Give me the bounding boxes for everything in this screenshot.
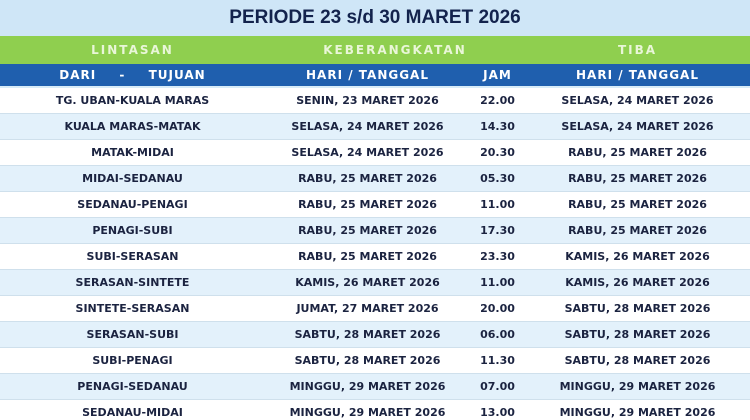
cell: RABU, 25 MARET 2026 (265, 243, 470, 270)
cell: SUBI-PENAGI (0, 347, 265, 374)
cell: SABTU, 28 MARET 2026 (265, 321, 470, 348)
cell: RABU, 25 MARET 2026 (525, 165, 750, 192)
cell: 14.30 (470, 113, 525, 140)
cell: PENAGI-SUBI (0, 217, 265, 244)
cell: SEDANAU-PENAGI (0, 191, 265, 218)
schedule-row: SERASAN-SINTETE KAMIS, 26 MARET 2026 11.00… (0, 269, 750, 296)
cell: SABTU, 28 MARET 2026 (265, 347, 470, 374)
schedule-row: SUBI-PENAGI SABTU, 28 MARET 2026 11.30 SABT… (0, 347, 750, 374)
cell: SELASA, 24 MARET 2026 (525, 87, 750, 114)
schedule-row: TG. UBAN-KUALA MARAS SENIN, 23 MARET 2026… (0, 87, 750, 114)
cell: 23.30 (470, 243, 525, 270)
group-label: LINTASAN (0, 36, 265, 64)
cell: 20.30 (470, 139, 525, 166)
cell: SELASA, 24 MARET 2026 (265, 139, 470, 166)
schedule-row: SEDANAU-PENAGI RABU, 25 MARET 2026 11.00 RA… (0, 191, 750, 218)
cell: SELASA, 24 MARET 2026 (525, 113, 750, 140)
table-body: LINTASAN KEBERANGKATAN TIBA DARI - TUJUA… (0, 36, 750, 420)
cell: 11.00 (470, 191, 525, 218)
cell: SUBI-SERASAN (0, 243, 265, 270)
cell: MINGGU, 29 MARET 2026 (265, 373, 470, 400)
cell: MINGGU, 29 MARET 2026 (525, 399, 750, 420)
cell: 13.00 (470, 399, 525, 420)
cell: MATAK-MIDAI (0, 139, 265, 166)
cell: 20.00 (470, 295, 525, 322)
cell: KUALA MARAS-MATAK (0, 113, 265, 140)
cell: KAMIS, 26 MARET 2026 (525, 269, 750, 296)
cell: SELASA, 24 MARET 2026 (265, 113, 470, 140)
cell: 17.30 (470, 217, 525, 244)
cell: PENAGI-SEDANAU (0, 373, 265, 400)
cell: JUMAT, 27 MARET 2026 (265, 295, 470, 322)
cell: RABU, 25 MARET 2026 (525, 191, 750, 218)
cell: KAMIS, 26 MARET 2026 (525, 243, 750, 270)
group-label: TIBA (525, 36, 750, 64)
cell: RABU, 25 MARET 2026 (265, 191, 470, 218)
schedule-row: KUALA MARAS-MATAK SELASA, 24 MARET 2026 14… (0, 113, 750, 140)
cell: RABU, 25 MARET 2026 (265, 165, 470, 192)
cell: RABU, 25 MARET 2026 (525, 217, 750, 244)
column-label: DARI - TUJUAN (0, 64, 265, 88)
column-label: HARI / TANGGAL (265, 64, 470, 88)
cell: SENIN, 23 MARET 2026 (265, 87, 470, 114)
group-header: LINTASAN KEBERANGKATAN TIBA (0, 36, 750, 64)
cell: 05.30 (470, 165, 525, 192)
schedule-row: MATAK-MIDAI SELASA, 24 MARET 2026 20.30 RAB… (0, 139, 750, 166)
cell: SABTU, 28 MARET 2026 (525, 321, 750, 348)
schedule-row: PENAGI-SEDANAU MINGGU, 29 MARET 2026 07.00… (0, 373, 750, 400)
cell: 11.00 (470, 269, 525, 296)
cell: MINGGU, 29 MARET 2026 (265, 399, 470, 420)
cell: RABU, 25 MARET 2026 (265, 217, 470, 244)
column-label: JAM (470, 64, 525, 88)
schedule-row: SINTETE-SERASAN JUMAT, 27 MARET 2026 20.00… (0, 295, 750, 322)
cell: SABTU, 28 MARET 2026 (525, 347, 750, 374)
cell: SINTETE-SERASAN (0, 295, 265, 322)
cell: 06.00 (470, 321, 525, 348)
cell: SABTU, 28 MARET 2026 (525, 295, 750, 322)
schedule-row: SERASAN-SUBI SABTU, 28 MARET 2026 06.00 SAB… (0, 321, 750, 348)
cell: MINGGU, 29 MARET 2026 (525, 373, 750, 400)
cell: RABU, 25 MARET 2026 (525, 139, 750, 166)
cell: 22.00 (470, 87, 525, 114)
group-label: KEBERANGKATAN (265, 36, 525, 64)
cell: 07.00 (470, 373, 525, 400)
cell: KAMIS, 26 MARET 2026 (265, 269, 470, 296)
column-header: DARI - TUJUAN HARI / TANGGAL JAM HARI / … (0, 64, 750, 88)
schedule-row: PENAGI-SUBI RABU, 25 MARET 2026 17.30 RABU,… (0, 217, 750, 244)
schedule-row: SEDANAU-MIDAI MINGGU, 29 MARET 2026 13.00 M… (0, 399, 750, 420)
cell: SERASAN-SUBI (0, 321, 265, 348)
schedule-table: LINTASAN KEBERANGKATAN TIBA DARI - TUJUA… (0, 36, 750, 420)
column-label: HARI / TANGGAL (525, 64, 750, 88)
cell: MIDAI-SEDANAU (0, 165, 265, 192)
cell: SERASAN-SINTETE (0, 269, 265, 296)
title: PERIODE 23 s/d 30 MARET 2026 (229, 7, 521, 28)
schedule-row: SUBI-SERASAN RABU, 25 MARET 2026 23.30 KAMI… (0, 243, 750, 270)
cell: 11.30 (470, 347, 525, 374)
cell: SEDANAU-MIDAI (0, 399, 265, 420)
schedule-row: MIDAI-SEDANAU RABU, 25 MARET 2026 05.30 RAB… (0, 165, 750, 192)
cell: TG. UBAN-KUALA MARAS (0, 87, 265, 114)
